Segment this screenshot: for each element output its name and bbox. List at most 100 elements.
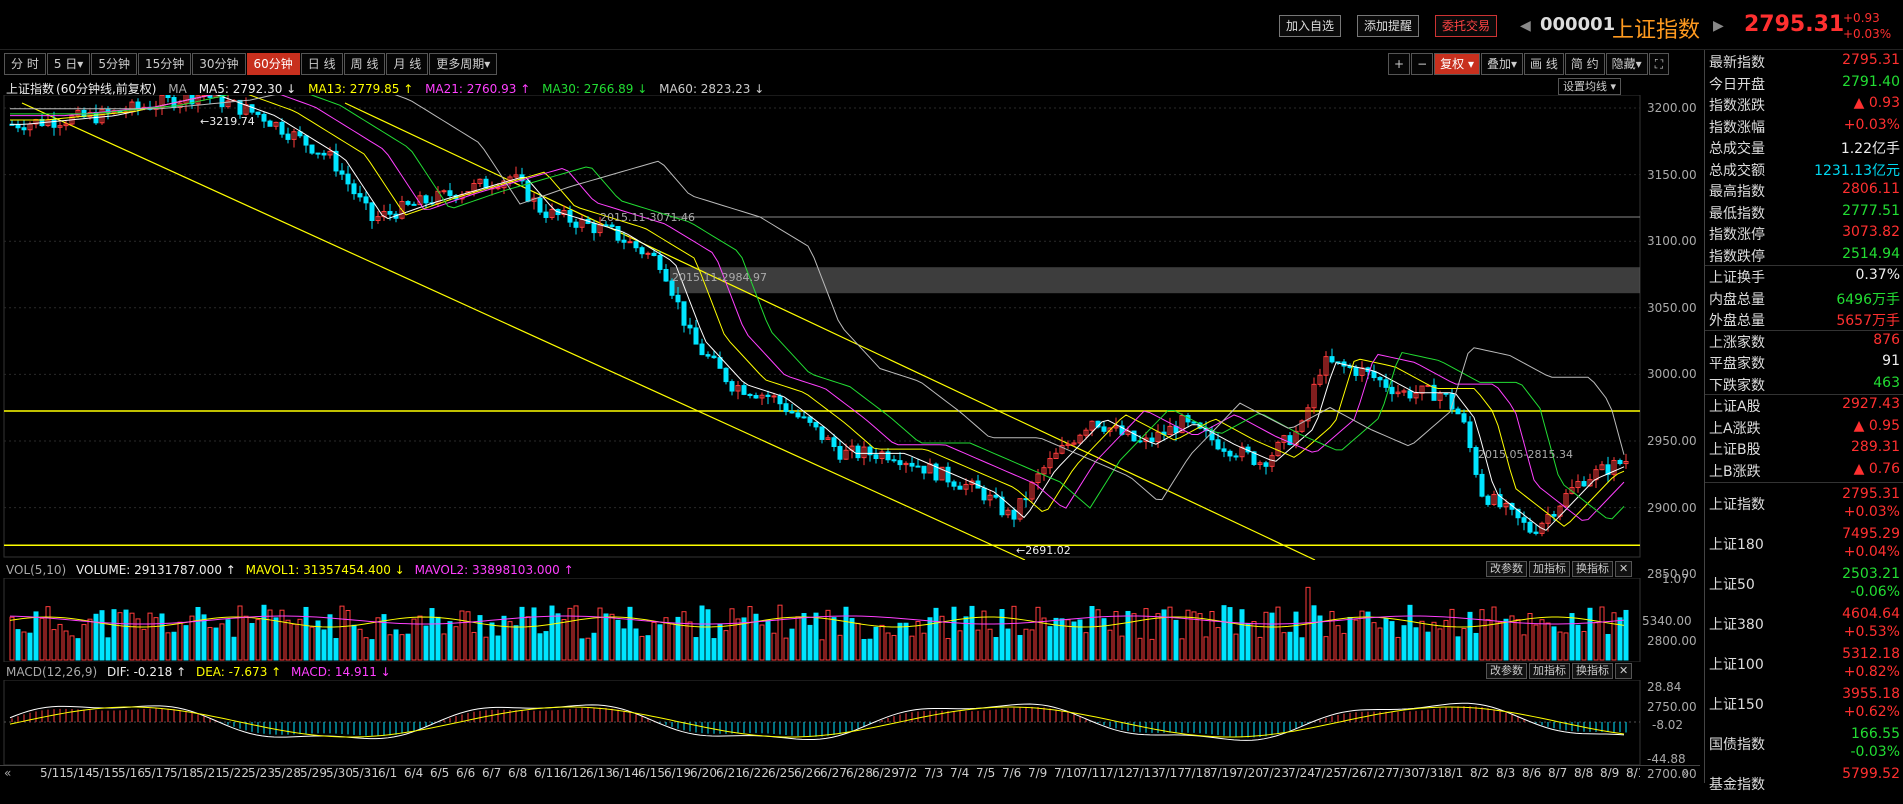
vol-param-button[interactable]: 改参数 bbox=[1486, 561, 1527, 577]
volume-bar bbox=[1539, 619, 1545, 661]
quote-row: 最低指数 2777.51 bbox=[1705, 201, 1903, 222]
toolbar-button[interactable]: 简 约 bbox=[1564, 53, 1605, 75]
volume-bar bbox=[51, 629, 57, 661]
macd-swap-indicator-button[interactable]: 换指标 bbox=[1572, 663, 1613, 679]
index-row[interactable]: 上证50 2503.21 -0.06% bbox=[1705, 564, 1903, 604]
prev-stock-icon[interactable]: ◀ bbox=[1520, 18, 1531, 34]
date-label: 8/6 bbox=[1522, 766, 1542, 780]
volume-bar bbox=[1383, 618, 1389, 661]
period-tab[interactable]: 15分钟 bbox=[137, 53, 192, 75]
macd-close-icon[interactable]: ✕ bbox=[1615, 663, 1633, 679]
volume-bar bbox=[183, 625, 189, 661]
add-watchlist-button[interactable]: 加入自选 bbox=[1279, 15, 1342, 37]
date-label: 6/22 bbox=[742, 766, 769, 780]
volume-bar bbox=[675, 616, 681, 661]
period-tab[interactable]: 60分钟 bbox=[246, 53, 300, 75]
index-row[interactable]: 上证380 4604.64 +0.53% bbox=[1705, 604, 1903, 644]
scroll-right-icon[interactable]: » bbox=[1682, 766, 1690, 780]
index-row[interactable]: 上证150 3955.18 +0.62% bbox=[1705, 684, 1903, 724]
toolbar-button[interactable]: 画 线 bbox=[1524, 53, 1564, 75]
volume-bar bbox=[1545, 622, 1551, 661]
scroll-left-icon[interactable]: « bbox=[4, 766, 12, 780]
index-row[interactable]: 上证180 7495.29 +0.04% bbox=[1705, 524, 1903, 564]
candlestick-chart[interactable]: ←3219.74 ←2691.02 2015.11-2984.97 2015.11-3… bbox=[0, 95, 1700, 560]
date-label: 8/9 bbox=[1600, 766, 1620, 780]
period-tab[interactable]: 30分钟 bbox=[192, 53, 246, 75]
macd-chart[interactable] bbox=[0, 680, 1700, 765]
period-tab[interactable]: 月 线 bbox=[386, 53, 429, 75]
macd-param-button[interactable]: 改参数 bbox=[1486, 663, 1527, 679]
ma-label[interactable]: MA bbox=[168, 82, 187, 96]
volume-bar bbox=[1575, 624, 1581, 661]
toolbar-button[interactable]: 叠加▾ bbox=[1480, 53, 1523, 75]
level-annotation: 2015.11-3071.46 bbox=[600, 211, 695, 224]
candle-body bbox=[357, 193, 363, 198]
trade-button[interactable]: 委托交易 bbox=[1435, 15, 1498, 37]
candle-body bbox=[51, 119, 57, 128]
candle-body bbox=[321, 152, 327, 156]
add-alert-button[interactable]: 添加提醒 bbox=[1357, 15, 1420, 37]
toolbar-button[interactable]: + bbox=[1388, 53, 1411, 75]
ma13-value: MA13: 2779.85 ↑ bbox=[308, 82, 414, 96]
candle-body bbox=[513, 174, 519, 178]
candle-body bbox=[861, 446, 867, 459]
volume-bar bbox=[303, 606, 309, 661]
volume-bar bbox=[687, 621, 693, 661]
toolbar-button[interactable]: − bbox=[1411, 53, 1434, 75]
vol-swap-indicator-button[interactable]: 换指标 bbox=[1572, 561, 1613, 577]
volume-bar bbox=[1509, 615, 1515, 661]
volume-bar bbox=[117, 612, 123, 661]
volume-bar bbox=[447, 621, 453, 661]
index-row[interactable]: 国债指数 166.55 -0.03% bbox=[1705, 724, 1903, 764]
period-tab[interactable]: 更多周期▾ bbox=[429, 53, 498, 75]
toolbar-button[interactable]: 复权 ▾ bbox=[1434, 53, 1480, 75]
candle-body bbox=[1077, 434, 1083, 444]
candle-body bbox=[621, 239, 627, 243]
vol-close-icon[interactable]: ✕ bbox=[1615, 561, 1633, 577]
period-tab[interactable]: 日 线 bbox=[300, 53, 343, 75]
candle-body bbox=[471, 182, 477, 193]
vol-add-indicator-button[interactable]: 加指标 bbox=[1529, 561, 1570, 577]
macd-add-indicator-button[interactable]: 加指标 bbox=[1529, 663, 1570, 679]
quote-value: 1231.13亿元 bbox=[1814, 162, 1900, 179]
date-label: 8/10 bbox=[1626, 766, 1640, 780]
volume-bar bbox=[1203, 636, 1209, 661]
volume-chart[interactable] bbox=[0, 578, 1700, 662]
volume-bar bbox=[1143, 608, 1149, 661]
period-tab[interactable]: 5 日▾ bbox=[46, 53, 91, 75]
toolbar-button[interactable]: ⛶ bbox=[1648, 53, 1670, 75]
candle-body bbox=[837, 446, 843, 460]
candle-body bbox=[1251, 451, 1257, 465]
volume-bar bbox=[1119, 635, 1125, 661]
candle-body bbox=[411, 203, 417, 206]
index-row[interactable]: 上证指数 2795.31 +0.03% bbox=[1705, 484, 1903, 524]
candle-body bbox=[759, 394, 765, 399]
index-row[interactable]: 基金指数 5799.52 bbox=[1705, 764, 1903, 804]
volume-bar bbox=[375, 617, 381, 661]
volume-bar bbox=[603, 613, 609, 661]
date-label: 6/19 bbox=[664, 766, 691, 780]
quote-label: 上证B股 bbox=[1709, 442, 1761, 458]
candle-body bbox=[1047, 458, 1053, 469]
volume-bar bbox=[945, 638, 951, 661]
next-stock-icon[interactable]: ▶ bbox=[1713, 18, 1724, 34]
period-tab[interactable]: 5分钟 bbox=[91, 53, 137, 75]
volume-bar bbox=[1593, 622, 1599, 661]
set-ma-button[interactable]: 设置均线 ▾ bbox=[1558, 78, 1622, 95]
index-row[interactable]: 上证100 5312.18 +0.82% bbox=[1705, 644, 1903, 684]
volume-bar bbox=[201, 614, 207, 661]
quote-label: 总成交额 bbox=[1709, 162, 1765, 179]
date-label: 5/16 bbox=[118, 766, 145, 780]
level-annotation: 2015.11-2984.97 bbox=[672, 271, 767, 284]
candle-body bbox=[891, 459, 897, 462]
volume-bar bbox=[837, 634, 843, 661]
volume-frame bbox=[3, 578, 1641, 662]
volume-bar bbox=[1611, 612, 1617, 661]
volume-bar bbox=[1455, 636, 1461, 661]
volume-bar bbox=[1605, 633, 1611, 661]
mavol2-line bbox=[9, 615, 1625, 625]
period-tab[interactable]: 分 时 bbox=[4, 53, 46, 75]
toolbar-button[interactable]: 隐藏▾ bbox=[1605, 53, 1648, 75]
period-tab[interactable]: 周 线 bbox=[343, 53, 386, 75]
date-labels: 5/11 5/14 5/15 5/16 5/17 5/18 5/21 5/22 5/23 5/28… bbox=[40, 766, 1640, 784]
